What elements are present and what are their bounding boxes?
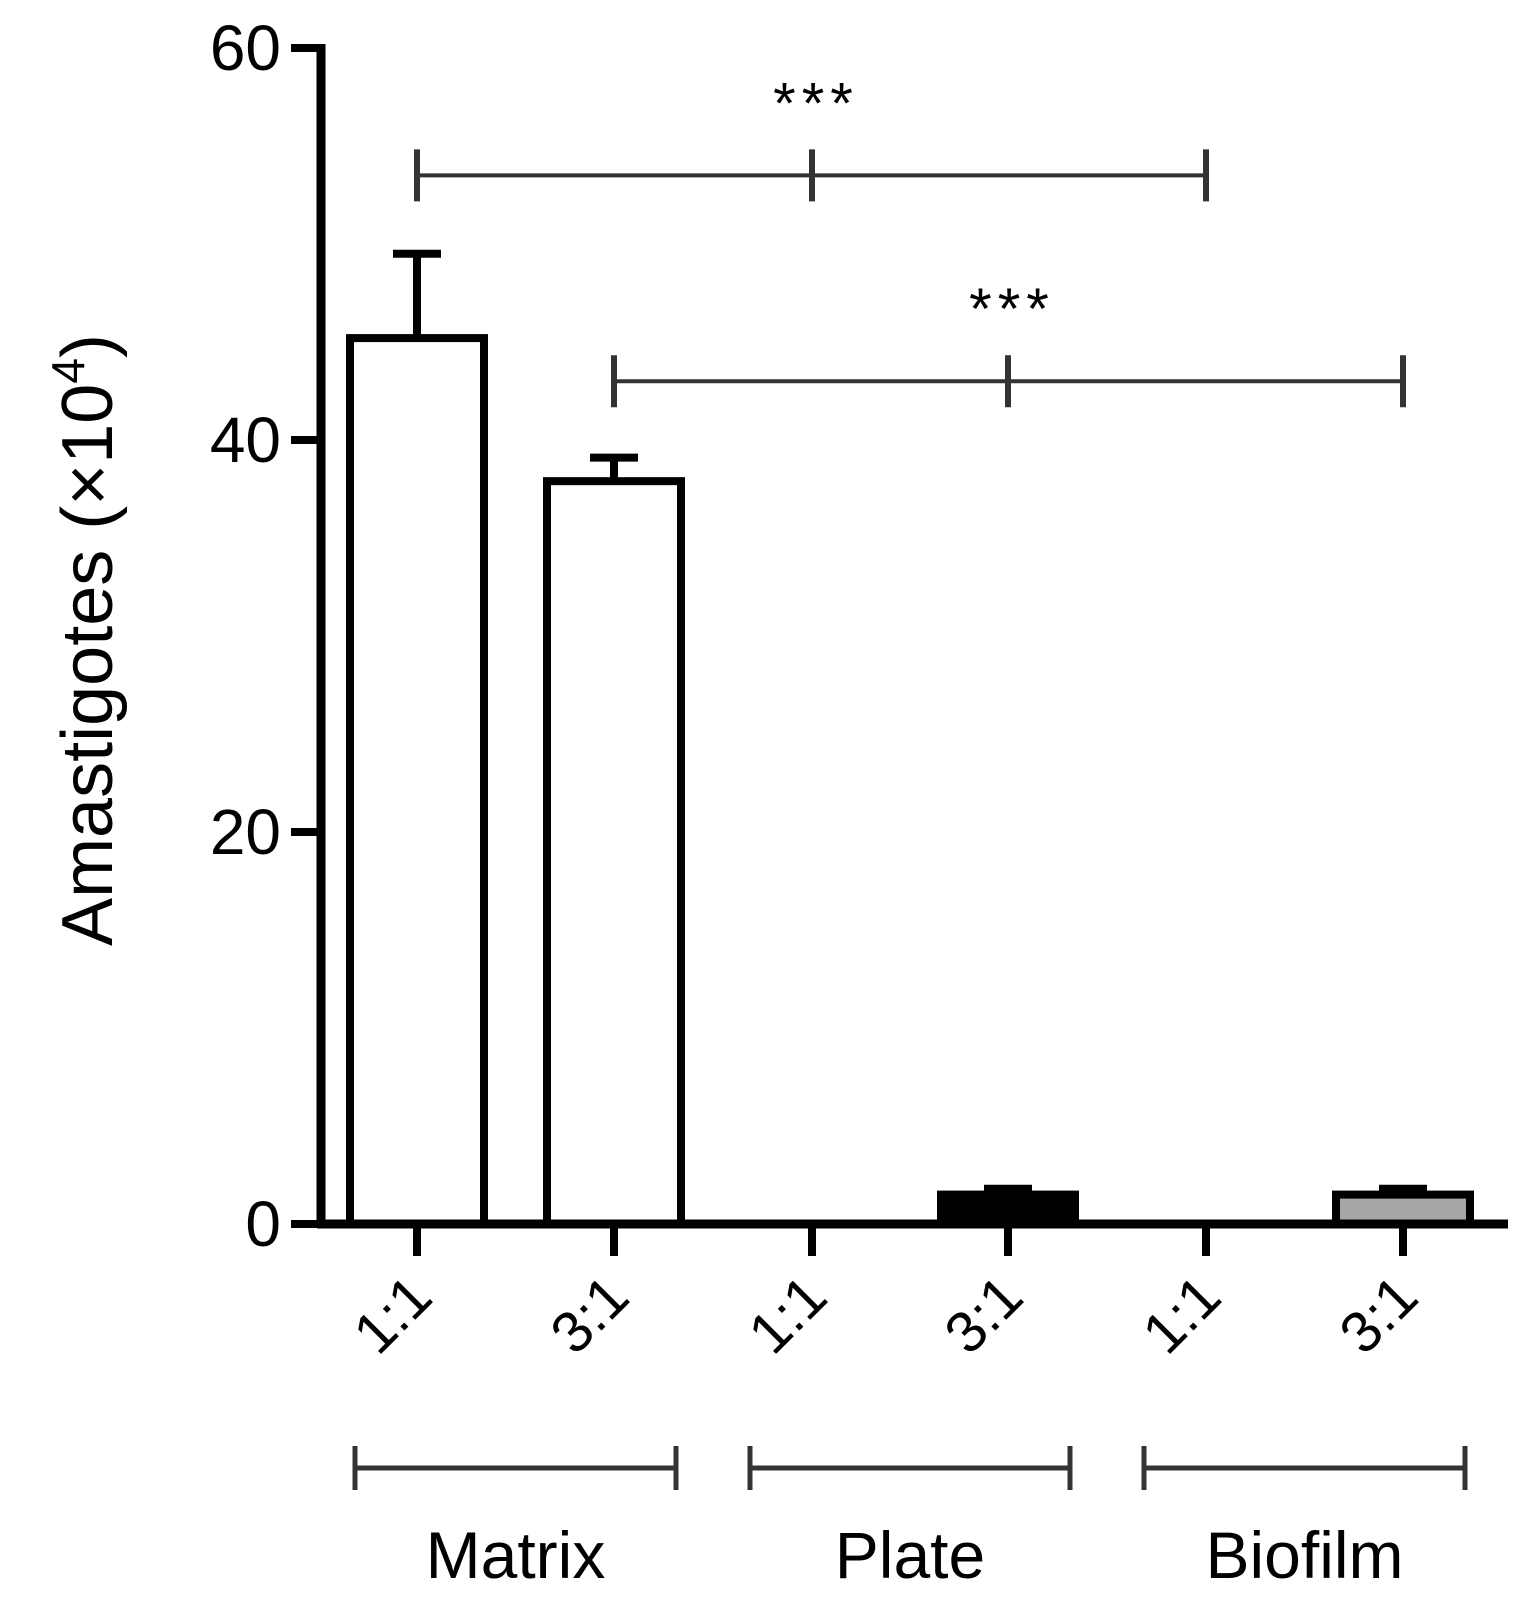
bar-1: [543, 477, 685, 1229]
category-label-4: 1:1: [1130, 1263, 1233, 1366]
y-axis-label-main: Amastigotes (×10: [48, 384, 128, 946]
bar-5: [1332, 1190, 1474, 1228]
bars: [346, 249, 1474, 1229]
y-tick-label-40: 40: [210, 404, 281, 476]
group-label-0: Matrix: [426, 1518, 606, 1592]
significance-label-0: ***: [773, 71, 859, 136]
y-tick-label-60: 60: [210, 12, 281, 84]
group-label-2: Biofilm: [1205, 1518, 1403, 1592]
category-label-3: 3:1: [932, 1263, 1035, 1366]
group-label-1: Plate: [835, 1518, 985, 1592]
bar-0: [346, 334, 488, 1228]
significance-bracket-1: ***: [611, 277, 1406, 408]
group-bracket-1: [747, 1446, 1073, 1490]
y-axis-label-close: ): [48, 334, 128, 358]
category-label-0: 1:1: [341, 1263, 444, 1366]
group-bracket-2: [1141, 1446, 1468, 1490]
y-axis-label: Amastigotes (×104): [42, 334, 128, 946]
y-tick-label-20: 20: [210, 796, 281, 868]
significance-label-1: ***: [969, 277, 1055, 342]
y-tick-label-0: 0: [245, 1188, 281, 1260]
labels: 0 20 40 60 1:1 3:1 1:1 3:1 1:1 3:1 Matrix Plate Biof…: [42, 12, 1468, 1592]
significance-brackets: *** ***: [414, 71, 1406, 408]
group-bracket-0: [352, 1446, 679, 1490]
category-label-2: 1:1: [736, 1263, 839, 1366]
category-label-5: 3:1: [1327, 1263, 1430, 1366]
significance-bracket-0: ***: [414, 71, 1209, 202]
category-label-1: 3:1: [538, 1263, 641, 1366]
axes: [291, 44, 1508, 1256]
y-axis-label-superscript: 4: [42, 358, 94, 384]
